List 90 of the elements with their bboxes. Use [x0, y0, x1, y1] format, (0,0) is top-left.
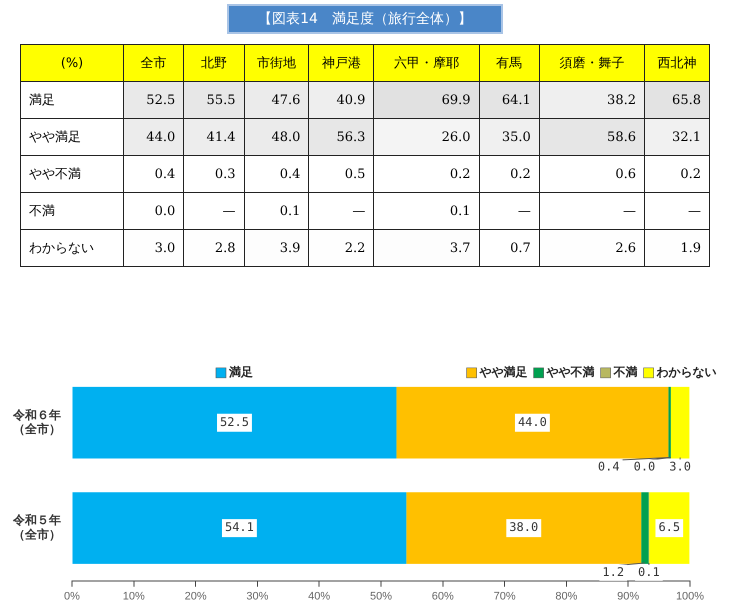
text: —: [222, 204, 236, 218]
y-axis-title: (%): [20, 44, 124, 82]
y-tick-label: わからない: [20, 230, 124, 266]
x-tick-label: 市街地: [244, 44, 309, 82]
legend-label: やや不満: [546, 364, 595, 379]
x-tick-label: 60%: [432, 590, 454, 602]
data-label: 44.0: [518, 414, 547, 429]
data-label: 0.0: [634, 460, 656, 474]
data-label: 48.0: [244, 118, 309, 156]
data-label: 2.2: [308, 230, 374, 266]
data-label: 26.0: [374, 118, 480, 156]
x-tick-label: 100%: [676, 590, 704, 602]
data-label: 44.0: [124, 118, 184, 156]
x-tick-label: 10%: [122, 590, 146, 602]
data-label: 64.1: [479, 82, 540, 118]
data-label: 0.2: [374, 156, 480, 192]
data-label: 0.4: [124, 156, 184, 192]
data-label: 3.7: [374, 230, 480, 266]
data-label: 0.0: [124, 192, 184, 230]
legend-label: 不満: [612, 364, 638, 379]
data-label: 47.6: [244, 82, 309, 118]
data-label: 52.5: [124, 82, 184, 118]
bar: [406, 492, 642, 564]
text: —: [623, 204, 636, 218]
bar: [670, 386, 690, 459]
data-label: 52.5: [220, 414, 249, 429]
bar: [668, 386, 671, 459]
data-label: 38.2: [539, 82, 644, 118]
data-label: 0.4: [244, 156, 309, 192]
data-label: 0.1: [244, 192, 309, 230]
data-label: 56.3: [308, 118, 374, 156]
data-label: 3.9: [244, 230, 309, 266]
x-tick-label: 80%: [555, 590, 578, 602]
x-tick-label: 西北神: [644, 44, 710, 82]
text: —: [518, 204, 531, 218]
data-label: 55.5: [184, 82, 244, 118]
data-label: 54.1: [224, 520, 254, 534]
y-tick-label: やや不満: [20, 156, 124, 192]
data-label: 35.0: [479, 118, 540, 156]
data-label: 58.6: [539, 118, 644, 156]
x-tick-label: 六甲・摩耶: [374, 44, 480, 82]
y-tick-label: 令和６年（全市）: [12, 408, 61, 436]
x-tick-label: 70%: [494, 590, 516, 602]
x-tick-label: 須磨・舞子: [539, 44, 644, 82]
x-tick-label: 90%: [617, 590, 640, 602]
legend-label: やや満足: [478, 364, 528, 379]
x-tick-label: 有馬: [479, 44, 540, 82]
y-tick-label: やや満足: [20, 118, 124, 156]
data-label: 40.9: [308, 82, 374, 118]
y-tick-label: 令和５年（全市）: [12, 513, 61, 542]
x-tick-label: 神戸港: [308, 44, 374, 82]
x-tick-label: 全市: [124, 44, 184, 82]
bar: [641, 492, 649, 564]
data-label: 0.3: [184, 156, 244, 192]
data-label: 0.1: [638, 565, 660, 580]
x-tick-label: 50%: [370, 590, 392, 602]
data-label: 6.5: [658, 520, 680, 534]
data-label: 41.4: [184, 118, 244, 156]
data-label: 3.0: [669, 460, 691, 474]
data-label: 65.8: [644, 82, 710, 118]
data-label: 0.2: [479, 156, 540, 192]
data-label: 0.1: [374, 192, 480, 230]
data-label: 1.9: [644, 230, 710, 266]
x-tick-label: 40%: [308, 590, 330, 602]
data-label: 3.0: [124, 230, 184, 266]
x-tick-label: 0%: [64, 590, 80, 602]
bar: [396, 386, 668, 459]
y-tick-label: 不満: [20, 192, 124, 230]
data-label: 1.2: [602, 565, 624, 580]
data-label: 38.0: [509, 520, 538, 534]
data-label: 0.4: [598, 460, 620, 474]
bar: [72, 492, 406, 564]
bar: [72, 386, 396, 459]
x-tick-label: 北野: [184, 44, 244, 82]
y-tick-label: 満足: [20, 82, 124, 118]
data-label: 32.1: [644, 118, 710, 156]
data-label: 2.6: [539, 230, 644, 266]
data-label: 2.8: [184, 230, 244, 266]
text: —: [688, 204, 701, 218]
x-tick-label: 20%: [184, 590, 207, 602]
chart-title: 【図表14 満足度（旅行全体）】: [227, 4, 503, 34]
data-label: 0.2: [644, 156, 710, 192]
legend-label: 満足: [228, 364, 253, 379]
text: —: [352, 204, 366, 218]
data-label: 0.7: [479, 230, 540, 266]
data-label: 69.9: [374, 82, 480, 118]
data-label: 0.5: [308, 156, 374, 192]
data-label: 0.6: [539, 156, 644, 192]
x-tick-label: 30%: [246, 590, 269, 602]
legend-label: わからない: [656, 364, 717, 379]
